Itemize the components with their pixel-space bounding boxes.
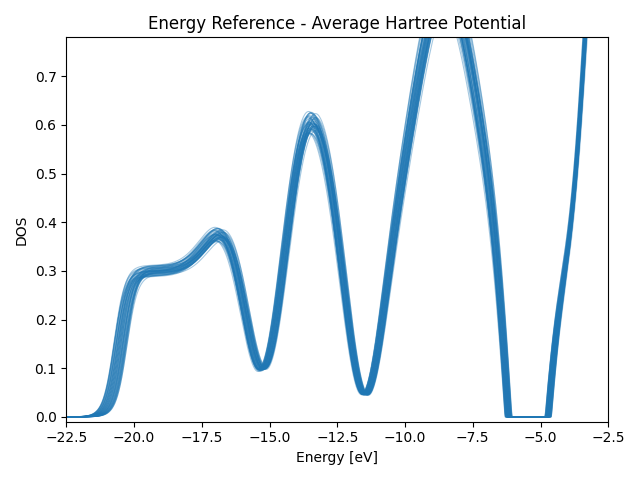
X-axis label: Energy [eV]: Energy [eV] [296,451,378,465]
Y-axis label: DOS: DOS [15,215,29,245]
Title: Energy Reference - Average Hartree Potential: Energy Reference - Average Hartree Poten… [148,15,526,33]
